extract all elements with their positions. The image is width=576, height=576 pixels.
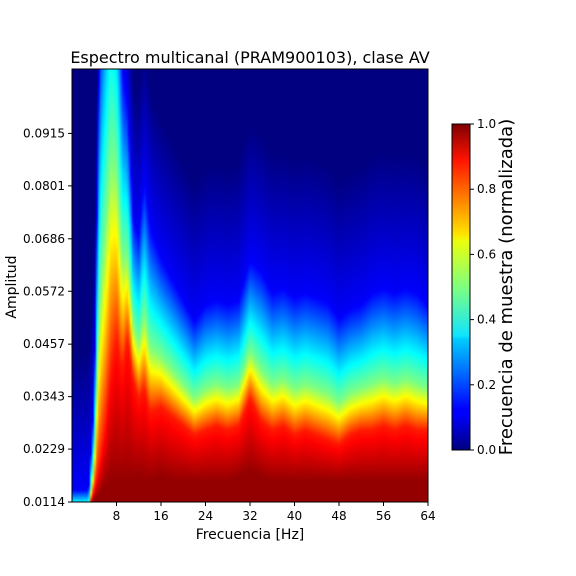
heatmap-image [72, 69, 428, 502]
chart-title: Espectro multicanal (PRAM900103), clase … [70, 48, 429, 67]
x-tick-label: 48 [331, 509, 346, 523]
colorbar-frame [451, 123, 471, 451]
y-axis-title: Amplitud [4, 255, 20, 318]
x-ticks: 8 16 24 32 40 48 56 64 [113, 502, 436, 523]
y-tick-label: 0.0343 [23, 390, 65, 404]
x-axis-title: Frecuencia [Hz] [196, 527, 305, 543]
heatmap [72, 69, 428, 502]
x-tick-label: 8 [113, 509, 121, 523]
y-tick-label: 0.0114 [23, 495, 65, 509]
y-tick-label: 0.0686 [23, 232, 65, 246]
y-tick-label: 0.0229 [23, 442, 65, 456]
x-tick-label: 64 [420, 509, 435, 523]
colorbar-tick-label: 0.0 [477, 443, 496, 457]
x-tick-label: 32 [242, 509, 257, 523]
colorbar-title: Frecuencia de muestra (normalizada) [496, 119, 517, 455]
colorbar-tick-label: 0.8 [477, 182, 496, 196]
colorbar-gradient [452, 124, 470, 450]
x-tick-label: 40 [287, 509, 302, 523]
colorbar-tick-label: 0.4 [477, 313, 496, 327]
colorbar: 0.0 0.2 0.4 0.6 0.8 1.0 Frecuencia de muestra… [451, 117, 517, 457]
colorbar-tick-label: 1.0 [477, 117, 496, 131]
x-tick-label: 16 [153, 509, 168, 523]
y-tick-label: 0.0572 [23, 284, 65, 298]
y-ticks: 0.0114 0.0229 0.0343 0.0457 0.0572 0.0686 0.08… [23, 126, 72, 509]
x-tick-label: 56 [376, 509, 391, 523]
y-tick-label: 0.0457 [23, 337, 65, 351]
colorbar-tick-label: 0.6 [477, 247, 496, 261]
colorbar-ticks: 0.0 0.2 0.4 0.6 0.8 1.0 [470, 117, 496, 457]
colorbar-tick-label: 0.2 [477, 378, 496, 392]
y-tick-label: 0.0801 [23, 179, 65, 193]
x-tick-label: 24 [198, 509, 213, 523]
y-tick-label: 0.0915 [23, 126, 65, 140]
